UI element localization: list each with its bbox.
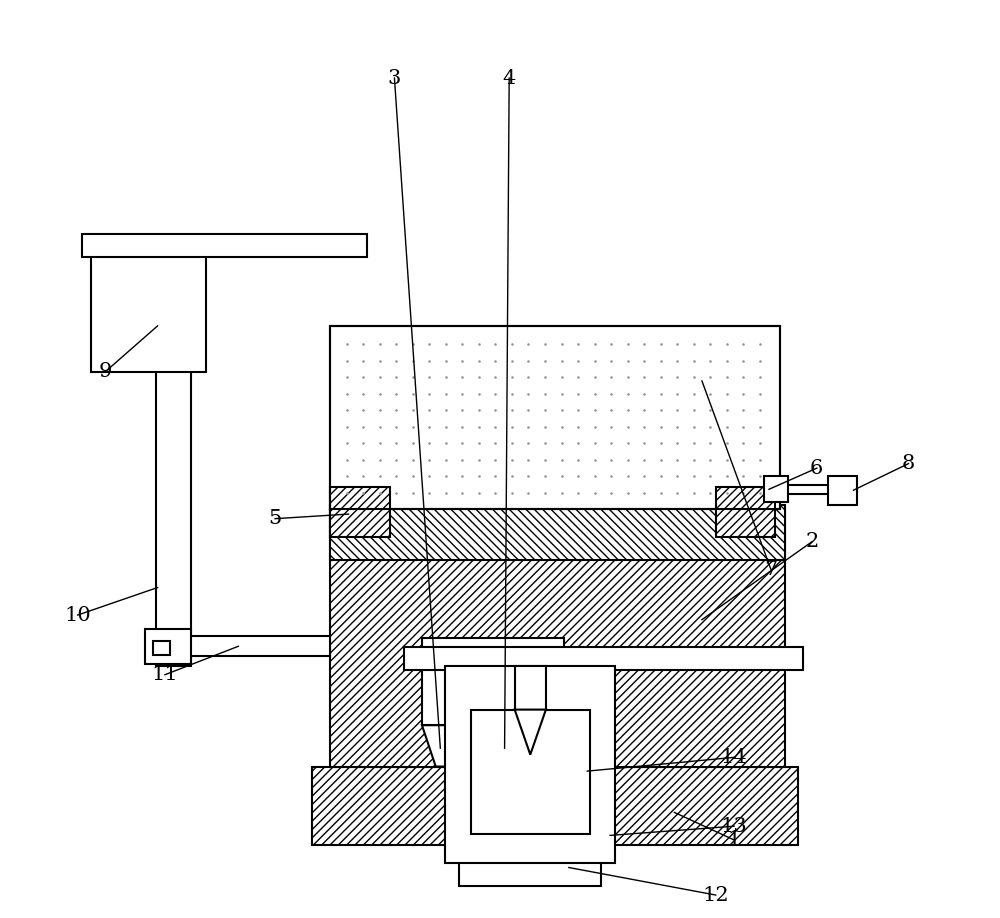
Bar (330, 326, 780, 509)
Bar (156, 344, 191, 666)
Bar (91, 252, 206, 372)
Text: 9: 9 (99, 363, 112, 381)
Text: 1: 1 (727, 831, 741, 849)
Text: 6: 6 (810, 459, 823, 477)
Polygon shape (515, 710, 546, 755)
Bar (459, 734, 601, 886)
Bar (153, 641, 170, 655)
Bar (82, 234, 367, 257)
Text: 14: 14 (721, 748, 747, 767)
Text: 3: 3 (388, 69, 401, 87)
Text: 10: 10 (64, 606, 91, 624)
Bar (515, 666, 546, 710)
Bar (330, 326, 780, 509)
Bar (445, 666, 615, 863)
Text: 2: 2 (805, 532, 819, 551)
Bar (422, 638, 564, 725)
Polygon shape (422, 725, 564, 767)
Bar (312, 767, 798, 845)
Text: 11: 11 (152, 666, 178, 684)
Text: 4: 4 (503, 69, 516, 87)
Bar (330, 487, 390, 537)
Bar (764, 476, 788, 502)
Text: 7: 7 (764, 560, 777, 578)
Bar (404, 647, 803, 670)
Bar (330, 505, 785, 560)
Text: 12: 12 (702, 886, 729, 904)
Bar (145, 629, 191, 664)
Text: 5: 5 (268, 509, 282, 528)
Bar (828, 476, 857, 505)
Bar (330, 509, 785, 767)
Text: 8: 8 (902, 454, 915, 473)
Text: 13: 13 (721, 817, 747, 835)
Bar (716, 487, 775, 537)
Bar (471, 710, 590, 834)
Bar (188, 636, 330, 656)
